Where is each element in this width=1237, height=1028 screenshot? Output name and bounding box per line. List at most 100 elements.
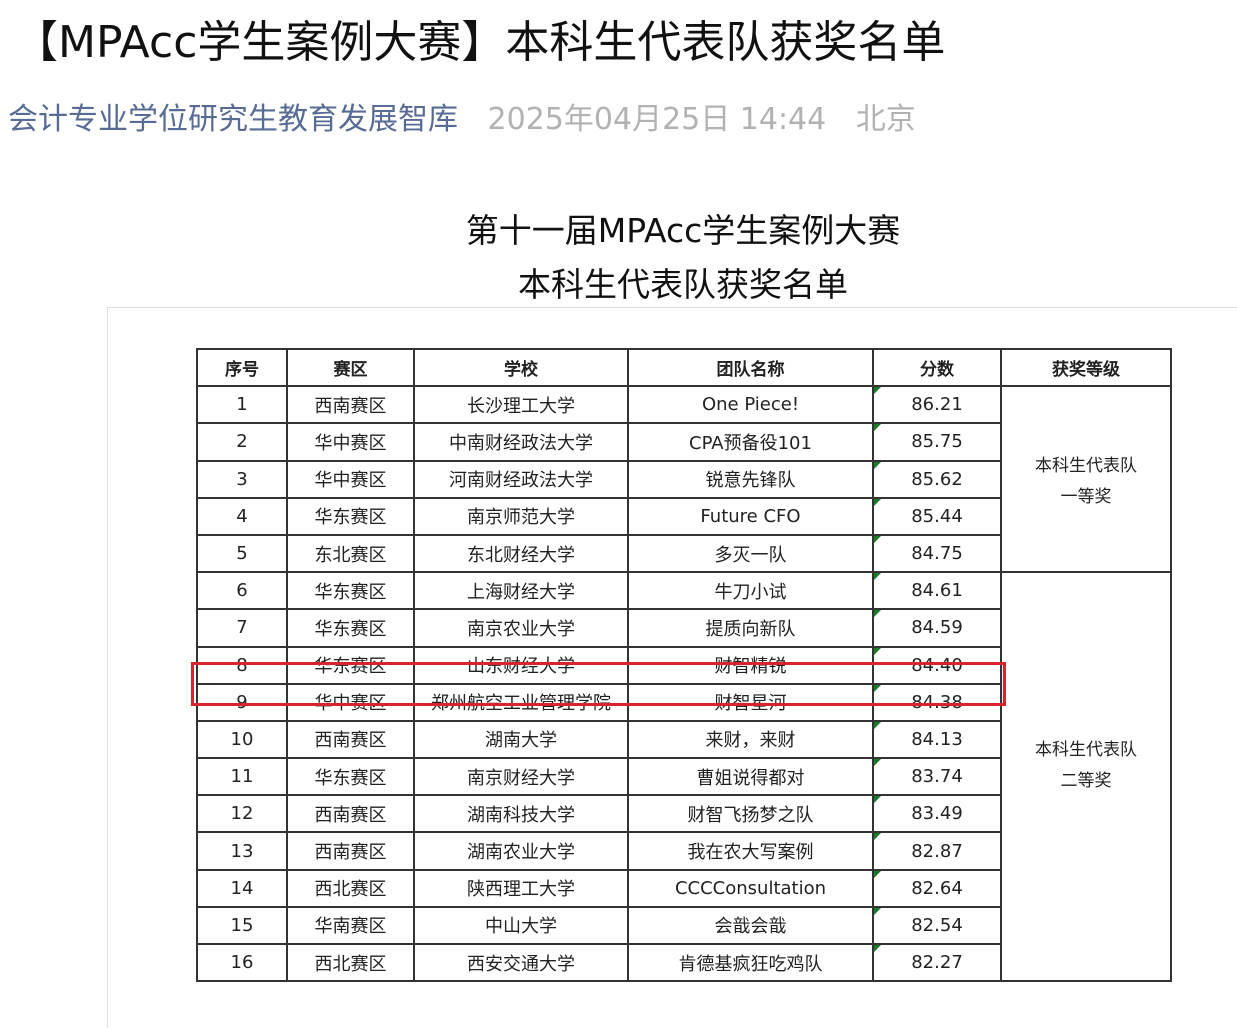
team-cell: 提质向新队	[627, 608, 874, 648]
award-level-cell: 本科生代表队 一等奖	[1000, 385, 1172, 574]
table-row: 11 华东赛区 南京财经大学 曹姐说得都对 83.74	[196, 757, 1171, 797]
score-cell: 85.75	[872, 422, 1002, 462]
region-cell: 西南赛区	[286, 719, 415, 760]
publish-date: 2025年04月25日 14:44	[487, 102, 827, 137]
table-row: 7 华东赛区 南京农业大学 提质向新队 84.59	[196, 608, 1171, 648]
score-cell: 82.64	[872, 868, 1002, 908]
score-cell: 86.21	[872, 385, 1002, 425]
school-cell: 山东财经大学	[413, 645, 629, 685]
rank-cell: 3	[196, 459, 288, 499]
school-cell: 陕西理工大学	[413, 868, 629, 908]
table-row: 1 西南赛区 长沙理工大学 One Piece! 86.21 本科生代表队 一等奖	[196, 385, 1172, 574]
image-frame	[107, 307, 1237, 1028]
region-cell: 华中赛区	[286, 422, 415, 462]
score-cell: 84.61	[872, 571, 1002, 611]
score-cell: 82.54	[872, 905, 1002, 946]
column-header: 序号	[196, 347, 288, 388]
team-cell: CCCConsultation	[627, 868, 874, 908]
school-cell: 南京财经大学	[413, 757, 629, 797]
region-cell: 华东赛区	[286, 571, 415, 611]
article-meta: 会计专业学位研究生教育发展智库 2025年04月25日 14:44 北京	[8, 94, 916, 138]
score-cell: 84.59	[872, 608, 1002, 648]
rank-cell: 6	[196, 571, 288, 611]
table-row: 6 华东赛区 上海财经大学 牛刀小试 84.61 本科生代表队 二等奖	[196, 571, 1172, 983]
rank-cell: 11	[196, 757, 288, 797]
table-row: 15 华南赛区 中山大学 会戠会戠 82.54	[196, 905, 1171, 946]
team-cell: 来财，来财	[627, 719, 874, 760]
team-cell: 曹姐说得都对	[627, 757, 874, 797]
team-cell: 肯德基疯狂吃鸡队	[627, 942, 874, 983]
column-header: 学校	[413, 347, 629, 388]
school-cell: 湖南农业大学	[413, 831, 629, 871]
rank-cell: 14	[196, 868, 288, 908]
article-title: 【MPAcc学生案例大赛】本科生代表队获奖名单	[14, 17, 946, 68]
image-title-line1: 第十一届MPAcc学生案例大赛	[465, 211, 901, 250]
school-cell: 上海财经大学	[413, 571, 629, 611]
score-cell: 82.27	[872, 942, 1002, 983]
table-row: 16 西北赛区 西安交通大学 肯德基疯狂吃鸡队 82.27	[196, 942, 1171, 983]
table-row: 3 华中赛区 河南财经政法大学 锐意先锋队 85.62	[196, 459, 1171, 499]
image-title-line2: 本科生代表队获奖名单	[518, 265, 848, 304]
rank-cell: 4	[196, 496, 288, 536]
school-cell: 东北财经大学	[413, 533, 629, 574]
school-cell: 河南财经政法大学	[413, 459, 629, 499]
publish-location: 北京	[855, 102, 916, 137]
score-cell: 84.13	[872, 719, 1002, 760]
team-cell: Future CFO	[627, 496, 874, 536]
region-cell: 华东赛区	[286, 757, 415, 797]
score-cell: 83.49	[872, 794, 1002, 834]
rank-cell: 5	[196, 533, 288, 574]
score-cell: 85.62	[872, 459, 1002, 499]
column-header: 获奖等级	[1000, 347, 1172, 388]
region-cell: 华中赛区	[286, 459, 415, 499]
score-cell: 84.38	[872, 682, 1002, 722]
region-cell: 华东赛区	[286, 608, 415, 648]
region-cell: 西南赛区	[286, 831, 415, 871]
school-cell: 南京农业大学	[413, 608, 629, 648]
team-cell: 我在农大写案例	[627, 831, 874, 871]
team-cell: CPA预备役101	[627, 422, 874, 462]
team-cell: 会戠会戠	[627, 905, 874, 946]
rank-cell: 9	[196, 682, 288, 722]
table-row: 10 西南赛区 湖南大学 来财，来财 84.13	[196, 719, 1171, 760]
region-cell: 华东赛区	[286, 645, 415, 685]
score-cell: 84.75	[872, 533, 1002, 574]
region-cell: 东北赛区	[286, 533, 415, 574]
team-cell: One Piece!	[627, 385, 874, 425]
school-cell: 长沙理工大学	[413, 385, 629, 425]
awards-table: 序号 赛区 学校 团队名称 分数 获奖等级 1 西南赛区 长沙理工大学 One Piece! 86…	[196, 347, 1172, 983]
region-cell: 西北赛区	[286, 868, 415, 908]
score-cell: 82.87	[872, 831, 1002, 871]
team-cell: 牛刀小试	[627, 571, 874, 611]
team-cell: 财智飞扬梦之队	[627, 794, 874, 834]
highlight-box	[191, 662, 1006, 706]
column-header: 分数	[872, 347, 1002, 388]
school-cell: 中山大学	[413, 905, 629, 946]
rank-cell: 12	[196, 794, 288, 834]
rank-cell: 15	[196, 905, 288, 946]
award-line1: 本科生代表队	[1035, 456, 1137, 477]
rank-cell: 10	[196, 719, 288, 760]
score-cell: 85.44	[872, 496, 1002, 536]
region-cell: 华南赛区	[286, 905, 415, 946]
region-cell: 西北赛区	[286, 942, 415, 983]
school-cell: 西安交通大学	[413, 942, 629, 983]
team-cell: 锐意先锋队	[627, 459, 874, 499]
region-cell: 西南赛区	[286, 794, 415, 834]
score-cell: 84.40	[872, 645, 1002, 685]
region-cell: 华东赛区	[286, 496, 415, 536]
region-cell: 西南赛区	[286, 385, 415, 425]
award-line1: 本科生代表队	[1035, 740, 1137, 761]
table-row: 13 西南赛区 湖南农业大学 我在农大写案例 82.87	[196, 831, 1171, 871]
column-header: 赛区	[286, 347, 415, 388]
author-link[interactable]: 会计专业学位研究生教育发展智库	[8, 102, 458, 137]
team-cell: 多灭一队	[627, 533, 874, 574]
score-cell: 83.74	[872, 757, 1002, 797]
column-header: 团队名称	[627, 347, 874, 388]
award-line2: 一等奖	[1060, 487, 1112, 508]
table-row: 2 华中赛区 中南财经政法大学 CPA预备役101 85.75	[196, 422, 1171, 462]
rank-cell: 13	[196, 831, 288, 871]
rank-cell: 2	[196, 422, 288, 462]
table-row: 8 华东赛区 山东财经大学 财智精锐 84.40	[196, 645, 1171, 685]
school-cell: 中南财经政法大学	[413, 422, 629, 462]
